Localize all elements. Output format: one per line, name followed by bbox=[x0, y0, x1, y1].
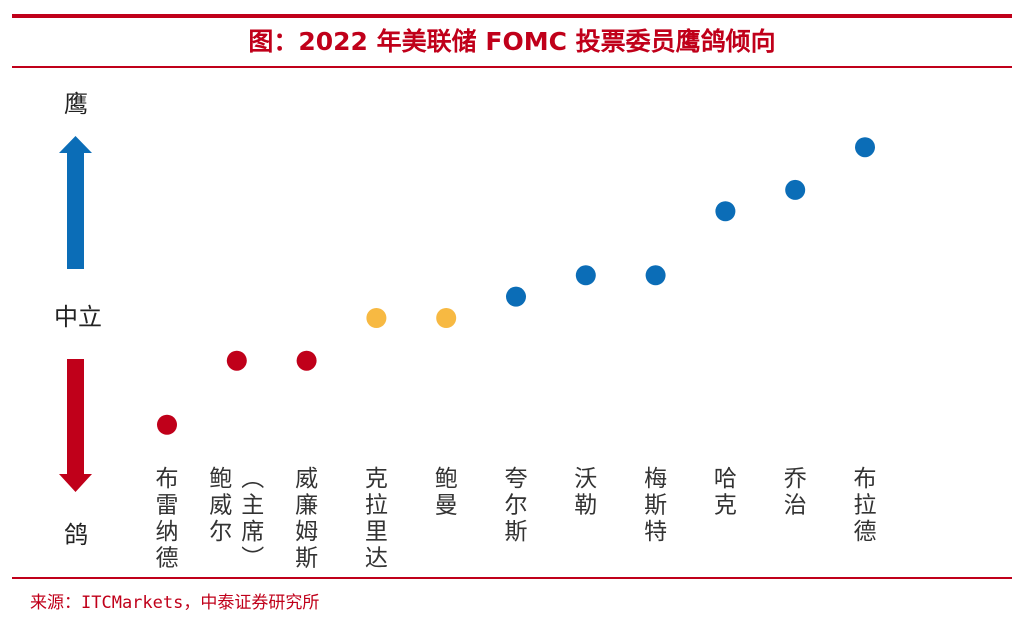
hawk-label: 鹰 bbox=[64, 90, 88, 118]
member-label-text: 乔治 bbox=[784, 466, 807, 519]
member-label: 夸尔斯 bbox=[505, 466, 528, 545]
member-label: 威廉姆斯 bbox=[295, 466, 318, 572]
member-label-text: 威廉姆斯 bbox=[295, 466, 318, 572]
member-label: 乔治 bbox=[784, 466, 807, 519]
source-note: 来源：ITCMarkets，中泰证券研究所 bbox=[30, 593, 320, 613]
data-points bbox=[157, 137, 875, 435]
member-label: 沃勒 bbox=[574, 466, 597, 519]
neutral-label: 中立 bbox=[54, 303, 102, 331]
footer-divider bbox=[12, 577, 1012, 579]
data-point bbox=[157, 414, 177, 435]
top-border-bar bbox=[12, 14, 1012, 18]
member-label: 布雷纳德 bbox=[156, 466, 179, 572]
member-label: 梅斯特 bbox=[644, 466, 667, 545]
data-point bbox=[645, 265, 666, 286]
member-label: 鲍威尔 ︵主席︶ bbox=[209, 466, 264, 572]
data-point bbox=[855, 137, 875, 158]
member-label: 鲍曼 bbox=[435, 466, 458, 519]
data-point bbox=[785, 179, 806, 200]
chart-title: 图：2022 年美联储 FOMC 投票委员鹰鸽倾向 bbox=[248, 27, 776, 56]
data-point bbox=[575, 265, 596, 286]
member-label-text: 梅斯特 bbox=[644, 466, 667, 545]
member-label: 哈克 bbox=[714, 466, 737, 519]
member-label-text: ︵主席︶ bbox=[241, 466, 264, 572]
member-label-text: 克拉里达 bbox=[365, 466, 388, 572]
data-point bbox=[506, 286, 526, 307]
data-point bbox=[296, 350, 317, 371]
up-arrow-icon bbox=[59, 136, 92, 269]
member-label-text: 沃勒 bbox=[574, 466, 597, 519]
member-label-text: 布拉德 bbox=[854, 466, 877, 545]
data-point bbox=[436, 308, 457, 328]
member-label-text: 布雷纳德 bbox=[156, 466, 179, 572]
member-label-text: 鲍曼 bbox=[435, 466, 458, 519]
down-arrow-icon bbox=[59, 359, 92, 492]
data-point bbox=[366, 308, 387, 328]
member-label: 克拉里达 bbox=[365, 466, 388, 572]
data-point bbox=[226, 350, 247, 371]
member-label: 布拉德 bbox=[854, 466, 877, 545]
dove-label: 鸽 bbox=[64, 521, 88, 549]
member-label-text: 夸尔斯 bbox=[505, 466, 528, 545]
member-label-text: 哈克 bbox=[714, 466, 737, 519]
data-point bbox=[715, 201, 736, 222]
member-label-text: 鲍威尔 bbox=[209, 466, 232, 545]
title-divider bbox=[12, 66, 1012, 68]
